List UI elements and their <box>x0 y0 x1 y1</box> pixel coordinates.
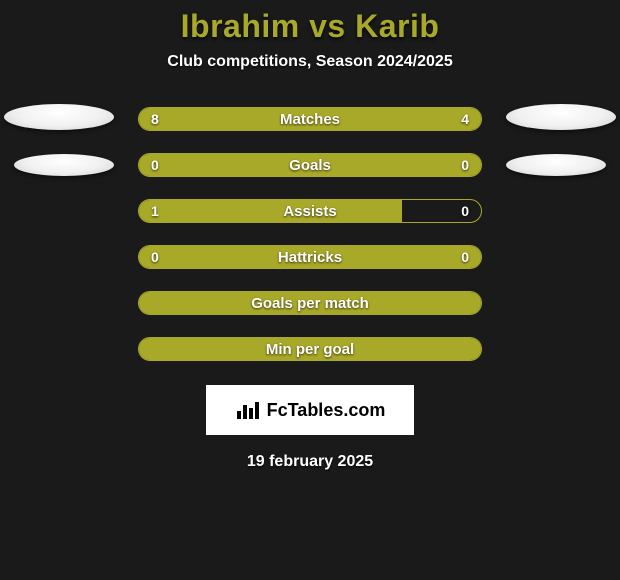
date-label: 19 february 2025 <box>0 453 620 471</box>
stat-row-assists: 1 Assists 0 <box>0 199 620 223</box>
subtitle: Club competitions, Season 2024/2025 <box>0 53 620 71</box>
bar-right-fill <box>310 154 481 176</box>
stat-row-gpm: Goals per match <box>0 291 620 315</box>
stat-row-goals: 0 Goals 0 <box>0 153 620 177</box>
bar-left-fill <box>139 200 402 222</box>
player-photo-right <box>506 154 606 176</box>
stat-bar: Goals per match <box>138 291 482 315</box>
bar-left-fill <box>139 246 310 268</box>
watermark: FcTables.com <box>206 385 414 435</box>
stat-bar: 0 Goals 0 <box>138 153 482 177</box>
stat-bar: 8 Matches 4 <box>138 107 482 131</box>
stat-bar: 1 Assists 0 <box>138 199 482 223</box>
bar-left-fill <box>139 154 310 176</box>
bar-right-fill <box>310 246 481 268</box>
comparison-card: Ibrahim vs Karib Club competitions, Seas… <box>0 0 620 471</box>
chart-icon <box>235 399 261 421</box>
page-title: Ibrahim vs Karib <box>0 8 620 45</box>
stat-bar: 0 Hattricks 0 <box>138 245 482 269</box>
stat-bar: Min per goal <box>138 337 482 361</box>
stat-row-matches: 8 Matches 4 <box>0 107 620 131</box>
stat-row-hattricks: 0 Hattricks 0 <box>0 245 620 269</box>
stat-row-mpg: Min per goal <box>0 337 620 361</box>
bar-left-fill <box>139 292 481 314</box>
watermark-text: FcTables.com <box>267 400 386 421</box>
player-photo-left <box>4 104 114 130</box>
bar-left-fill <box>139 338 481 360</box>
player-photo-right <box>506 104 616 130</box>
stat-value-right: 0 <box>461 200 469 222</box>
bar-left-fill <box>139 108 367 130</box>
bar-right-fill <box>367 108 481 130</box>
player-photo-left <box>14 154 114 176</box>
stat-rows: 8 Matches 4 0 Goals 0 1 Ass <box>0 107 620 361</box>
